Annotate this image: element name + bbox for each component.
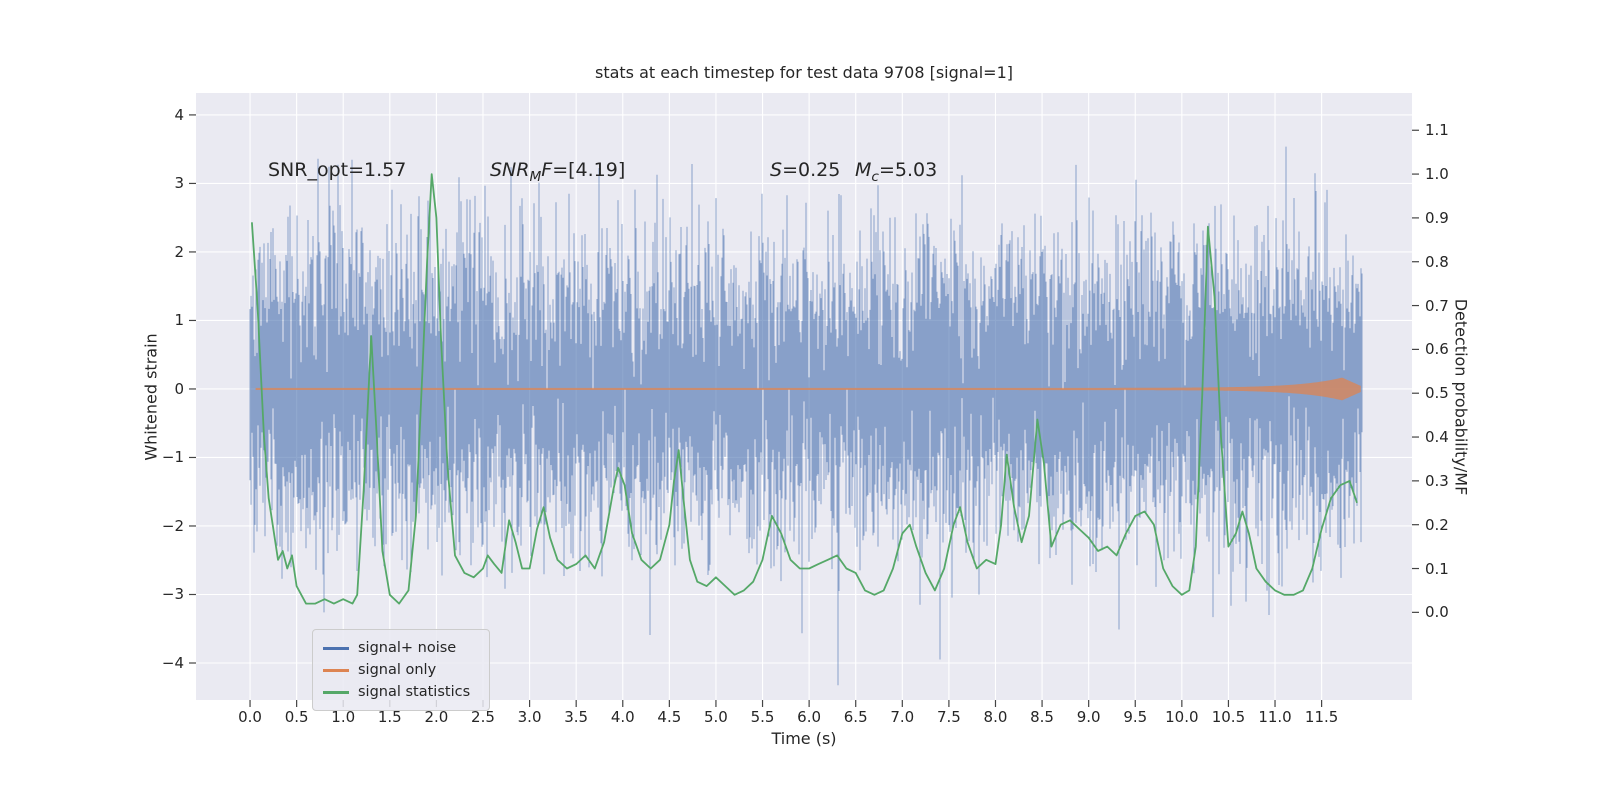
x-tick-label: 10.0 [1165, 708, 1199, 726]
y-right-tick-label: 0.6 [1425, 340, 1449, 359]
y-right-tick-label: 0.7 [1425, 296, 1449, 315]
x-tick-label: 2.0 [424, 708, 449, 726]
y-left-tick-label: 3 [174, 174, 184, 193]
y-right-tick-label: 1.1 [1425, 121, 1449, 140]
y-right-tick-label: 1.0 [1425, 165, 1449, 184]
x-tick-label: 9.5 [1123, 708, 1148, 726]
legend: signal+ noise signal only signal statist… [312, 629, 490, 711]
y-left-tick-label: 1 [174, 311, 184, 330]
legend-swatch-signal-noise [323, 646, 349, 650]
y-right-tick-label: 0.4 [1425, 428, 1449, 447]
x-tick-label: 2.5 [471, 708, 495, 726]
x-tick-label: 1.0 [331, 708, 356, 726]
y-left-tick-label: −2 [161, 516, 184, 535]
annotation-mc-subscript: c [871, 168, 879, 185]
annotation-s-value: =0.25 [782, 159, 841, 181]
x-tick-label: 0.5 [284, 708, 309, 726]
legend-item-signal-statistics: signal statistics [323, 681, 479, 703]
x-tick-label: 8.5 [1030, 708, 1054, 726]
x-tick-label: 7.0 [890, 708, 915, 726]
x-tick-label: 9.0 [1076, 708, 1101, 726]
x-tick-label: 11.0 [1258, 708, 1292, 726]
chart-title: stats at each timestep for test data 970… [594, 63, 1013, 82]
y-left-tick-label: 2 [174, 242, 184, 261]
y-left-tick-label: −3 [161, 585, 184, 604]
annotation-mc-symbol: M [855, 159, 872, 181]
x-tick-label: 3.5 [564, 708, 589, 726]
legend-item-signal-noise: signal+ noise [323, 637, 479, 659]
y-right-tick-label: 0.5 [1425, 384, 1449, 403]
annotation-snr-mf-symbol: SNR [490, 159, 530, 181]
x-tick-label: 11.5 [1304, 708, 1339, 726]
annotation-s-symbol: S [770, 159, 783, 181]
legend-label-signal-statistics: signal statistics [358, 684, 471, 700]
x-tick-label: 3.0 [517, 708, 542, 726]
annotation-snr-mf-subscript: M [529, 168, 542, 185]
legend-swatch-signal-only [323, 668, 349, 672]
annotation-snr-mf-value: =[4.19] [552, 159, 626, 181]
annotation-mc-value: =5.03 [878, 159, 938, 181]
x-tick-label: 4.5 [657, 708, 682, 726]
y-right-tick-label: 0.2 [1425, 515, 1449, 534]
annotation-snr-mf: SNRMF=[4.19] [490, 159, 625, 185]
x-axis-label: Time (s) [771, 729, 837, 748]
y-right-tick-label: 0.1 [1425, 559, 1449, 578]
x-tick-label: 5.0 [704, 708, 728, 726]
y-left-tick-label: 0 [174, 379, 184, 398]
y-right-tick-label: 0.8 [1425, 252, 1449, 271]
annotation-snr-opt: SNR_opt=1.57 [268, 159, 407, 181]
y-right-tick-label: 0.9 [1425, 208, 1449, 227]
x-tick-label: 6.0 [797, 708, 822, 726]
annotation-s: S=0.25 [770, 159, 840, 181]
legend-label-signal-only: signal only [358, 662, 437, 678]
x-tick-label: 8.0 [983, 708, 1008, 726]
x-tick-label: 4.0 [610, 708, 635, 726]
y-axis-label-right: Detection probability/MF [1451, 298, 1471, 496]
y-right-tick-label: 0.0 [1425, 603, 1449, 622]
y-left-tick-label: 4 [174, 105, 184, 124]
x-tick-label: 6.5 [843, 708, 868, 726]
y-right-tick-label: 0.3 [1425, 471, 1449, 490]
x-tick-label: 0.0 [238, 708, 262, 726]
legend-swatch-signal-statistics [323, 690, 349, 694]
y-left-tick-label: −4 [161, 654, 184, 672]
legend-item-signal-only: signal only [323, 659, 479, 681]
x-tick-label: 1.5 [377, 708, 402, 726]
legend-label-signal-noise: signal+ noise [358, 640, 457, 656]
annotation-mc: Mc=5.03 [855, 159, 937, 185]
annotation-snr-mf-symbol2: F [541, 159, 553, 181]
y-left-tick-label: −1 [161, 448, 184, 467]
x-tick-label: 5.5 [750, 708, 775, 726]
x-tick-label: 7.5 [936, 708, 961, 726]
x-tick-label: 10.5 [1211, 708, 1246, 726]
